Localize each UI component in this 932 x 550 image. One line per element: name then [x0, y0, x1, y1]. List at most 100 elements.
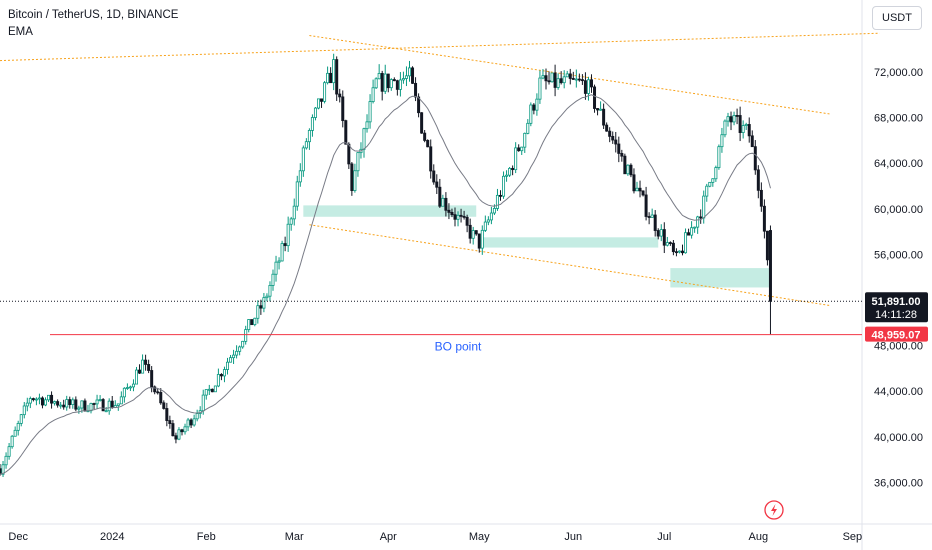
candle[interactable]	[426, 139, 430, 148]
candle[interactable]	[574, 69, 578, 88]
candle[interactable]	[723, 119, 727, 138]
candle[interactable]	[277, 257, 281, 270]
candle[interactable]	[411, 66, 415, 84]
candle[interactable]	[653, 210, 657, 237]
candle[interactable]	[62, 399, 66, 410]
candle[interactable]	[16, 420, 20, 436]
candle[interactable]	[219, 373, 223, 381]
candle[interactable]	[677, 250, 681, 254]
candle[interactable]	[568, 68, 572, 85]
candle[interactable]	[462, 210, 466, 220]
candle[interactable]	[19, 413, 23, 427]
candle[interactable]	[474, 230, 478, 236]
candle[interactable]	[320, 98, 324, 108]
candle[interactable]	[347, 142, 351, 169]
candle[interactable]	[756, 165, 760, 199]
candle[interactable]	[222, 366, 226, 383]
candle[interactable]	[432, 164, 436, 185]
candle[interactable]	[332, 53, 336, 91]
candle[interactable]	[541, 69, 545, 80]
candle[interactable]	[89, 402, 93, 414]
candle[interactable]	[362, 127, 366, 158]
candle[interactable]	[353, 163, 357, 193]
candle[interactable]	[665, 236, 669, 247]
candle[interactable]	[380, 70, 384, 101]
candle[interactable]	[107, 398, 111, 415]
candle[interactable]	[204, 389, 208, 400]
candle[interactable]	[138, 364, 142, 374]
candle[interactable]	[295, 175, 299, 211]
candle[interactable]	[338, 88, 342, 103]
candle[interactable]	[159, 388, 163, 405]
candle[interactable]	[65, 395, 69, 411]
candle[interactable]	[1, 461, 5, 477]
candle[interactable]	[171, 420, 175, 437]
candle[interactable]	[25, 397, 29, 412]
candle[interactable]	[304, 138, 308, 150]
candle[interactable]	[377, 64, 381, 80]
candle[interactable]	[505, 170, 509, 182]
candle[interactable]	[535, 93, 539, 116]
candle[interactable]	[122, 387, 126, 403]
candle[interactable]	[280, 240, 284, 262]
candle[interactable]	[92, 402, 96, 410]
candle[interactable]	[383, 64, 387, 94]
candle[interactable]	[401, 71, 405, 84]
candle[interactable]	[225, 357, 229, 375]
candle[interactable]	[174, 432, 178, 444]
candle[interactable]	[13, 426, 17, 437]
candle[interactable]	[647, 212, 651, 225]
candle[interactable]	[580, 74, 584, 85]
candle[interactable]	[238, 345, 242, 356]
candle[interactable]	[717, 144, 721, 170]
trendline[interactable]	[0, 32, 880, 62]
candle[interactable]	[125, 383, 129, 390]
candle[interactable]	[459, 208, 463, 223]
candle[interactable]	[532, 103, 536, 115]
candle[interactable]	[95, 394, 99, 410]
candle[interactable]	[192, 414, 196, 427]
candle[interactable]	[759, 182, 763, 212]
candle[interactable]	[520, 146, 524, 155]
candle[interactable]	[407, 60, 411, 82]
candle[interactable]	[550, 72, 554, 83]
candle[interactable]	[526, 119, 530, 135]
candle[interactable]	[556, 73, 560, 90]
candle[interactable]	[232, 349, 236, 364]
candle[interactable]	[502, 171, 506, 199]
candle[interactable]	[617, 136, 621, 163]
candle[interactable]	[37, 393, 41, 405]
candle[interactable]	[392, 77, 396, 82]
candle[interactable]	[128, 385, 132, 391]
candle[interactable]	[684, 228, 688, 254]
candle[interactable]	[523, 132, 527, 153]
candle[interactable]	[705, 183, 709, 202]
candle[interactable]	[71, 397, 75, 409]
flash-icon[interactable]	[764, 500, 784, 520]
candle[interactable]	[729, 111, 733, 131]
candle[interactable]	[508, 166, 512, 177]
candle[interactable]	[271, 269, 275, 291]
candle[interactable]	[611, 131, 615, 144]
candle[interactable]	[586, 76, 590, 101]
candle[interactable]	[43, 397, 47, 407]
candle[interactable]	[750, 130, 754, 148]
candle[interactable]	[207, 384, 211, 395]
candle[interactable]	[429, 139, 433, 179]
candle[interactable]	[553, 64, 557, 97]
candle[interactable]	[195, 409, 199, 422]
candle[interactable]	[368, 94, 372, 129]
candle[interactable]	[265, 293, 269, 302]
candle[interactable]	[744, 122, 748, 130]
candle[interactable]	[283, 236, 287, 252]
candle[interactable]	[544, 68, 548, 90]
candle[interactable]	[414, 77, 418, 102]
candle[interactable]	[153, 385, 157, 395]
candle[interactable]	[483, 215, 487, 232]
candle[interactable]	[134, 366, 138, 385]
candle[interactable]	[435, 174, 439, 194]
candle[interactable]	[495, 188, 499, 211]
candle[interactable]	[162, 400, 166, 410]
candle[interactable]	[662, 222, 666, 254]
